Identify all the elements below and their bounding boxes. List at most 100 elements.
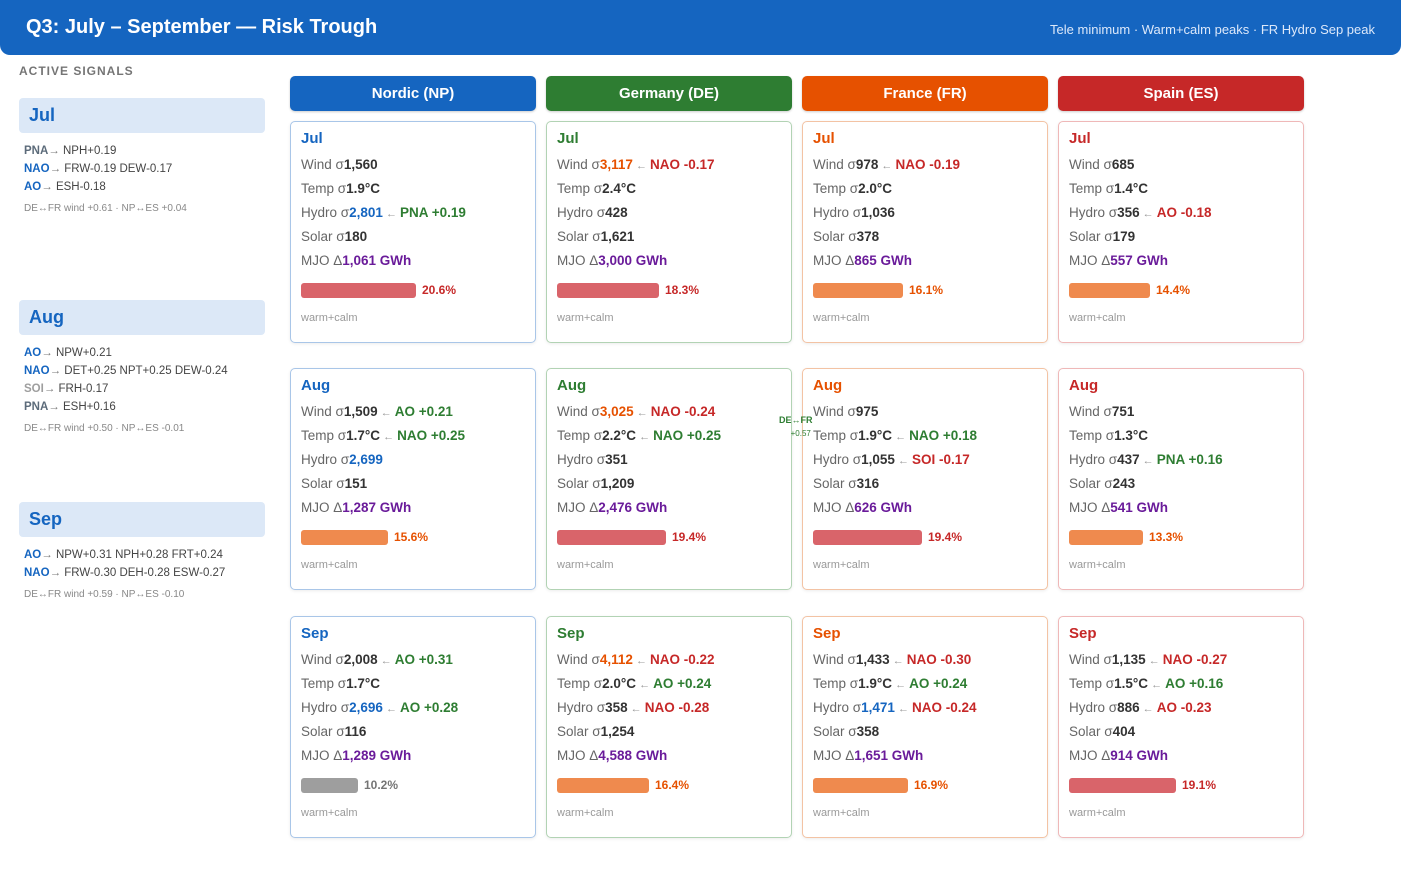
hydro-row: Hydro σ356 ← AO -0.18 xyxy=(1069,201,1293,225)
risk-bar-row: 14.4% xyxy=(1069,277,1293,303)
signal-line: NAO→ FRW-0.30 DEH-0.28 ESW-0.27 xyxy=(19,564,265,582)
solar-row-label: Solar σ xyxy=(301,229,345,244)
signal-month-block: Jul PNA→ NPH+0.19 NAO→ FRW-0.19 DEW-0.17 AO… xyxy=(19,98,265,214)
arrow-icon: → xyxy=(41,181,56,193)
signal-line: NAO→ FRW-0.19 DEW-0.17 xyxy=(19,160,265,178)
risk-bar xyxy=(813,529,922,545)
signal-index: NAO xyxy=(24,567,50,579)
signal-index: NAO xyxy=(24,365,50,377)
solar-row-label: Solar σ xyxy=(1069,229,1113,244)
hydro-row: Hydro σ1,036 xyxy=(813,201,1037,225)
solar-row: Solar σ180 xyxy=(301,225,525,249)
temp-row: Temp σ1.4°C xyxy=(1069,177,1293,201)
hydro-row-label: Hydro σ xyxy=(813,452,862,467)
hydro-row-label: Hydro σ xyxy=(557,205,606,220)
wind-row-label: Wind σ xyxy=(301,404,344,419)
signal-month-label[interactable]: Jul xyxy=(19,98,265,133)
regime-tag: warm+calm xyxy=(557,312,614,324)
region-month-card[interactable]: Sep Wind σ1,135 ← NAO -0.27 Temp σ1.5°C ← … xyxy=(1058,616,1304,838)
risk-bar-row: 19.1% xyxy=(1069,772,1293,798)
solar-row-label: Solar σ xyxy=(813,229,857,244)
hydro-row-value: 437 xyxy=(1117,452,1140,467)
column-header[interactable]: Nordic (NP) xyxy=(290,76,536,111)
hydro-row-label: Hydro σ xyxy=(1069,700,1118,715)
risk-bar xyxy=(301,777,358,793)
arrow-left-icon: ← xyxy=(1139,703,1157,715)
region-month-card[interactable]: Aug Wind σ975 Temp σ1.9°C ← NAO +0.18 Hydro… xyxy=(802,368,1048,590)
region-month-card[interactable]: Aug Wind σ751 Temp σ1.3°C Hydro σ437 ← PNA … xyxy=(1058,368,1304,590)
temp-row-label: Temp σ xyxy=(1069,676,1115,691)
risk-bar-row: 13.3% xyxy=(1069,524,1293,550)
mjo-row-label: MJO Δ xyxy=(1069,500,1111,515)
arrow-left-icon: ← xyxy=(632,655,651,667)
solar-row-label: Solar σ xyxy=(557,476,601,491)
region-month-card[interactable]: Aug Wind σ1,509 ← AO +0.21 Temp σ1.7°C ← N… xyxy=(290,368,536,590)
mjo-row: MJO Δ541 GWh xyxy=(1069,496,1293,520)
mjo-row-label: MJO Δ xyxy=(813,253,855,268)
wind-row: Wind σ3,117 ← NAO -0.17 xyxy=(557,153,781,177)
region-month-card[interactable]: Sep Wind σ2,008 ← AO +0.31 Temp σ1.7°C Hydr… xyxy=(290,616,536,838)
risk-percent: 18.3% xyxy=(665,283,700,297)
mjo-row-value: 914 GWh xyxy=(1110,748,1169,763)
region-month-card[interactable]: Jul Wind σ3,117 ← NAO -0.17 Temp σ2.4°C Hyd… xyxy=(546,121,792,343)
arrow-left-icon: ← xyxy=(632,160,651,172)
hydro-row-value: 2,699 xyxy=(349,452,383,467)
signal-month-label[interactable]: Sep xyxy=(19,502,265,537)
hydro-row: Hydro σ1,471 ← NAO -0.24 xyxy=(813,696,1037,720)
mjo-row: MJO Δ1,289 GWh xyxy=(301,744,525,768)
signal-index: AO xyxy=(24,181,42,193)
hydro-row: Hydro σ351 xyxy=(557,448,781,472)
card-month: Sep xyxy=(301,625,329,642)
solar-row-value: 151 xyxy=(344,476,368,491)
hydro-row: Hydro σ2,801 ← PNA +0.19 xyxy=(301,201,525,225)
wind-row-value: 4,112 xyxy=(599,652,633,667)
solar-row-value: 1,254 xyxy=(600,724,635,739)
signal-effects: NPW+0.31 NPH+0.28 FRT+0.24 xyxy=(55,549,223,561)
solar-row-label: Solar σ xyxy=(813,724,857,739)
arrow-left-icon: ← xyxy=(1139,208,1157,220)
column-header[interactable]: France (FR) xyxy=(802,76,1048,111)
card-month: Jul xyxy=(1069,130,1091,147)
signal-month-block: Aug AO→ NPW+0.21 NAO→ DET+0.25 NPT+0.25 DE… xyxy=(19,300,265,434)
hydro-row-value: 1,036 xyxy=(861,205,895,220)
mjo-row-value: 2,476 GWh xyxy=(598,500,668,515)
mjo-row-value: 1,061 GWh xyxy=(342,253,412,268)
region-month-card[interactable]: Jul Wind σ1,560 Temp σ1.9°C Hydro σ2,801 ← … xyxy=(290,121,536,343)
solar-row: Solar σ243 xyxy=(1069,472,1293,496)
solar-row-value: 316 xyxy=(856,476,880,491)
wind-row-signal: NAO -0.27 xyxy=(1162,652,1228,667)
mjo-row-label: MJO Δ xyxy=(1069,748,1111,763)
hydro-row: Hydro σ1,055 ← SOI -0.17 xyxy=(813,448,1037,472)
temp-row-value: 1.9°C xyxy=(858,676,893,691)
cross-correlation-pair: DE↔FR xyxy=(779,415,813,425)
risk-bar-row: 18.3% xyxy=(557,277,781,303)
region-month-card[interactable]: Jul Wind σ978 ← NAO -0.19 Temp σ2.0°C Hydro… xyxy=(802,121,1048,343)
regime-tag: warm+calm xyxy=(1069,312,1126,324)
arrow-icon: → xyxy=(41,549,56,561)
temp-row-signal: NAO +0.25 xyxy=(397,428,466,443)
region-month-card[interactable]: Sep Wind σ4,112 ← NAO -0.22 Temp σ2.0°C ← … xyxy=(546,616,792,838)
wind-row-label: Wind σ xyxy=(301,652,344,667)
hydro-row-signal: AO +0.28 xyxy=(400,700,459,715)
column-header[interactable]: Germany (DE) xyxy=(546,76,792,111)
column-header[interactable]: Spain (ES) xyxy=(1058,76,1304,111)
solar-row-value: 180 xyxy=(344,229,368,244)
mjo-row-value: 557 GWh xyxy=(1110,253,1169,268)
hydro-row-value: 2,696 xyxy=(349,700,383,715)
region-month-card[interactable]: Jul Wind σ685 Temp σ1.4°C Hydro σ356 ← AO -… xyxy=(1058,121,1304,343)
cross-correlation-note: DE↔FR wind +0.61 · NP↔ES +0.04 xyxy=(24,203,187,214)
wind-row-label: Wind σ xyxy=(813,404,856,419)
signal-month-label[interactable]: Aug xyxy=(19,300,265,335)
temp-row-value: 2.2°C xyxy=(602,428,637,443)
region-month-card[interactable]: Aug Wind σ3,025 ← NAO -0.24 Temp σ2.2°C ← … xyxy=(546,368,792,590)
hydro-row-signal: SOI -0.17 xyxy=(912,452,970,467)
regime-tag: warm+calm xyxy=(301,312,358,324)
header-bar: Q3: July – September — Risk Trough Tele … xyxy=(0,0,1401,55)
hydro-row-label: Hydro σ xyxy=(557,700,606,715)
arrow-left-icon: ← xyxy=(377,407,395,419)
hydro-row-signal: PNA +0.16 xyxy=(1156,452,1223,467)
mjo-row: MJO Δ626 GWh xyxy=(813,496,1037,520)
temp-row: Temp σ2.4°C xyxy=(557,177,781,201)
region-month-card[interactable]: Sep Wind σ1,433 ← NAO -0.30 Temp σ1.9°C ← … xyxy=(802,616,1048,838)
card-month: Aug xyxy=(813,377,843,394)
